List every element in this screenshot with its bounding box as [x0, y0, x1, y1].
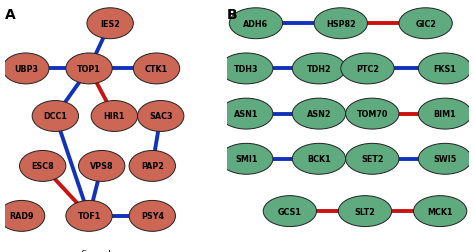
Ellipse shape: [292, 54, 346, 85]
Text: SET2: SET2: [361, 155, 383, 164]
Text: RAD9: RAD9: [9, 211, 34, 220]
Text: HSP82: HSP82: [326, 20, 356, 29]
Ellipse shape: [0, 201, 45, 231]
Text: PAP2: PAP2: [141, 162, 164, 171]
Ellipse shape: [292, 144, 346, 175]
Ellipse shape: [19, 151, 66, 182]
Text: PTC2: PTC2: [356, 65, 379, 74]
Ellipse shape: [133, 54, 180, 85]
Ellipse shape: [79, 151, 125, 182]
Text: ADH6: ADH6: [243, 20, 268, 29]
Ellipse shape: [346, 144, 399, 175]
Ellipse shape: [314, 9, 367, 40]
Text: HIR1: HIR1: [104, 112, 125, 121]
Ellipse shape: [137, 101, 184, 132]
Text: B: B: [227, 8, 237, 21]
Ellipse shape: [399, 9, 452, 40]
Ellipse shape: [263, 196, 317, 227]
Text: DCC1: DCC1: [44, 112, 67, 121]
Ellipse shape: [341, 54, 394, 85]
Ellipse shape: [66, 54, 112, 85]
Text: CTK1: CTK1: [145, 65, 168, 74]
Text: SLT2: SLT2: [355, 207, 375, 216]
Ellipse shape: [219, 144, 273, 175]
Ellipse shape: [3, 54, 49, 85]
Ellipse shape: [229, 9, 283, 40]
Ellipse shape: [66, 201, 112, 231]
Text: SWI5: SWI5: [433, 155, 456, 164]
Ellipse shape: [413, 196, 467, 227]
Text: IES2: IES2: [100, 20, 120, 29]
Ellipse shape: [87, 9, 133, 40]
Text: GIC2: GIC2: [415, 20, 436, 29]
Ellipse shape: [91, 101, 137, 132]
Text: TOM70: TOM70: [356, 110, 388, 119]
Text: TDH3: TDH3: [234, 65, 258, 74]
Text: ASN1: ASN1: [234, 110, 258, 119]
Text: GCS1: GCS1: [278, 207, 302, 216]
Text: SMI1: SMI1: [235, 155, 257, 164]
Ellipse shape: [292, 99, 346, 130]
Text: SAC3: SAC3: [149, 112, 173, 121]
Text: ASN2: ASN2: [307, 110, 331, 119]
Text: confirmed: confirmed: [66, 249, 112, 252]
Text: MCK1: MCK1: [428, 207, 453, 216]
Ellipse shape: [219, 99, 273, 130]
Text: BCK1: BCK1: [307, 155, 331, 164]
Text: UBP3: UBP3: [14, 65, 38, 74]
Ellipse shape: [419, 99, 472, 130]
Text: TOF1: TOF1: [77, 211, 100, 220]
Text: TOP1: TOP1: [77, 65, 101, 74]
Text: BIM1: BIM1: [434, 110, 456, 119]
Text: TDH2: TDH2: [307, 65, 331, 74]
Ellipse shape: [419, 54, 472, 85]
Ellipse shape: [129, 201, 175, 231]
Text: ESC8: ESC8: [31, 162, 54, 171]
Ellipse shape: [129, 151, 175, 182]
Text: PSY4: PSY4: [141, 211, 164, 220]
Ellipse shape: [338, 196, 392, 227]
Ellipse shape: [32, 101, 79, 132]
Text: A: A: [5, 8, 16, 21]
Text: VPS8: VPS8: [90, 162, 113, 171]
Ellipse shape: [419, 144, 472, 175]
Text: FKS1: FKS1: [434, 65, 456, 74]
Ellipse shape: [219, 54, 273, 85]
Ellipse shape: [346, 99, 399, 130]
